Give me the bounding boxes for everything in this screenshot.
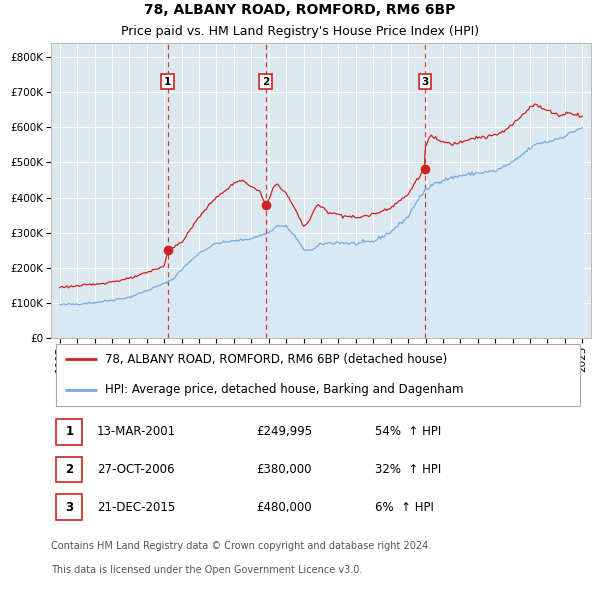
FancyBboxPatch shape — [56, 457, 82, 483]
FancyBboxPatch shape — [56, 344, 580, 407]
Text: 13-MAR-2001: 13-MAR-2001 — [97, 425, 176, 438]
Text: 32%  ↑ HPI: 32% ↑ HPI — [375, 463, 441, 476]
Text: £380,000: £380,000 — [256, 463, 312, 476]
Text: 2: 2 — [262, 77, 269, 87]
Text: 3: 3 — [65, 501, 73, 514]
Text: £249,995: £249,995 — [256, 425, 313, 438]
Text: 3: 3 — [421, 77, 428, 87]
Text: Contains HM Land Registry data © Crown copyright and database right 2024.: Contains HM Land Registry data © Crown c… — [51, 541, 431, 551]
Text: Price paid vs. HM Land Registry's House Price Index (HPI): Price paid vs. HM Land Registry's House … — [121, 25, 479, 38]
Text: 27-OCT-2006: 27-OCT-2006 — [97, 463, 175, 476]
FancyBboxPatch shape — [56, 419, 82, 445]
Text: This data is licensed under the Open Government Licence v3.0.: This data is licensed under the Open Gov… — [51, 565, 362, 575]
FancyBboxPatch shape — [56, 494, 82, 520]
Text: 78, ALBANY ROAD, ROMFORD, RM6 6BP (detached house): 78, ALBANY ROAD, ROMFORD, RM6 6BP (detac… — [105, 353, 447, 366]
Text: 1: 1 — [164, 77, 171, 87]
Text: 6%  ↑ HPI: 6% ↑ HPI — [375, 501, 434, 514]
Text: 2: 2 — [65, 463, 73, 476]
Text: 21-DEC-2015: 21-DEC-2015 — [97, 501, 175, 514]
Text: 78, ALBANY ROAD, ROMFORD, RM6 6BP: 78, ALBANY ROAD, ROMFORD, RM6 6BP — [145, 3, 455, 17]
Text: 1: 1 — [65, 425, 73, 438]
Text: HPI: Average price, detached house, Barking and Dagenham: HPI: Average price, detached house, Bark… — [105, 384, 464, 396]
Text: 54%  ↑ HPI: 54% ↑ HPI — [375, 425, 441, 438]
Text: £480,000: £480,000 — [256, 501, 312, 514]
